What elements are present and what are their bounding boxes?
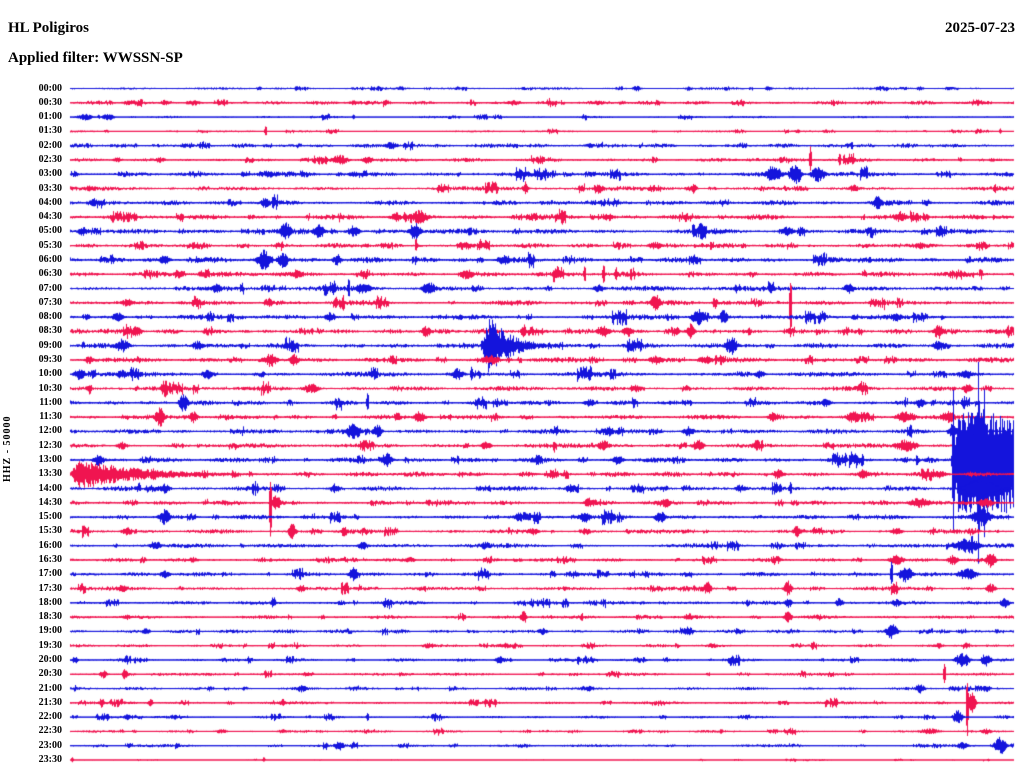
row-time-label: 01:00 <box>38 111 62 123</box>
row-time-label: 00:00 <box>38 82 62 94</box>
row-time-label: 08:00 <box>38 311 62 323</box>
row-time-label: 14:30 <box>38 496 62 508</box>
row-time-label: 05:00 <box>38 225 62 237</box>
row-time-label: 15:00 <box>38 511 62 523</box>
row-time-label: 18:30 <box>38 611 62 623</box>
row-time-label: 13:00 <box>38 453 62 465</box>
row-time-label: 23:00 <box>38 739 62 751</box>
applied-filter-label: Applied filter: WWSSN-SP <box>8 50 183 66</box>
row-time-label: 12:00 <box>38 425 62 437</box>
row-time-label: 05:30 <box>38 239 62 251</box>
row-time-label: 02:00 <box>38 139 62 151</box>
row-time-label: 04:30 <box>38 211 62 223</box>
row-time-label: 01:30 <box>38 125 62 137</box>
row-time-label: 16:00 <box>38 539 62 551</box>
row-time-label: 19:30 <box>38 639 62 651</box>
row-time-label: 09:30 <box>38 353 62 365</box>
station-title: HL Poligiros <box>8 20 89 36</box>
row-time-label: 17:00 <box>38 568 62 580</box>
row-time-label: 10:00 <box>38 368 62 380</box>
row-time-label: 17:30 <box>38 582 62 594</box>
row-time-label: 16:30 <box>38 553 62 565</box>
row-time-label: 22:30 <box>38 725 62 737</box>
row-time-label: 04:00 <box>38 196 62 208</box>
row-time-label: 20:30 <box>38 668 62 680</box>
row-time-label: 18:00 <box>38 596 62 608</box>
row-time-label: 21:30 <box>38 696 62 708</box>
row-time-label: 12:30 <box>38 439 62 451</box>
row-time-label: 03:00 <box>38 168 62 180</box>
row-time-label: 11:00 <box>39 396 62 408</box>
date-label: 2025-07-23 <box>945 20 1015 36</box>
row-time-label: 22:00 <box>38 711 62 723</box>
row-time-label: 21:00 <box>38 682 62 694</box>
row-time-label: 03:30 <box>38 182 62 194</box>
row-time-label: 07:30 <box>38 296 62 308</box>
row-time-label: 19:00 <box>38 625 62 637</box>
row-time-label: 06:00 <box>38 253 62 265</box>
row-time-label: 11:30 <box>39 411 62 423</box>
row-time-label: 07:00 <box>38 282 62 294</box>
row-time-label: 20:00 <box>38 653 62 665</box>
row-time-label: 13:30 <box>38 468 62 480</box>
row-time-label: 00:30 <box>38 96 62 108</box>
row-time-label: 23:30 <box>38 753 62 765</box>
row-time-label: 08:30 <box>38 325 62 337</box>
row-time-label: 09:00 <box>38 339 62 351</box>
row-time-label: 06:30 <box>38 268 62 280</box>
row-time-label: 10:30 <box>38 382 62 394</box>
row-time-label: 14:00 <box>38 482 62 494</box>
row-time-label: 02:30 <box>38 153 62 165</box>
row-time-label: 15:30 <box>38 525 62 537</box>
